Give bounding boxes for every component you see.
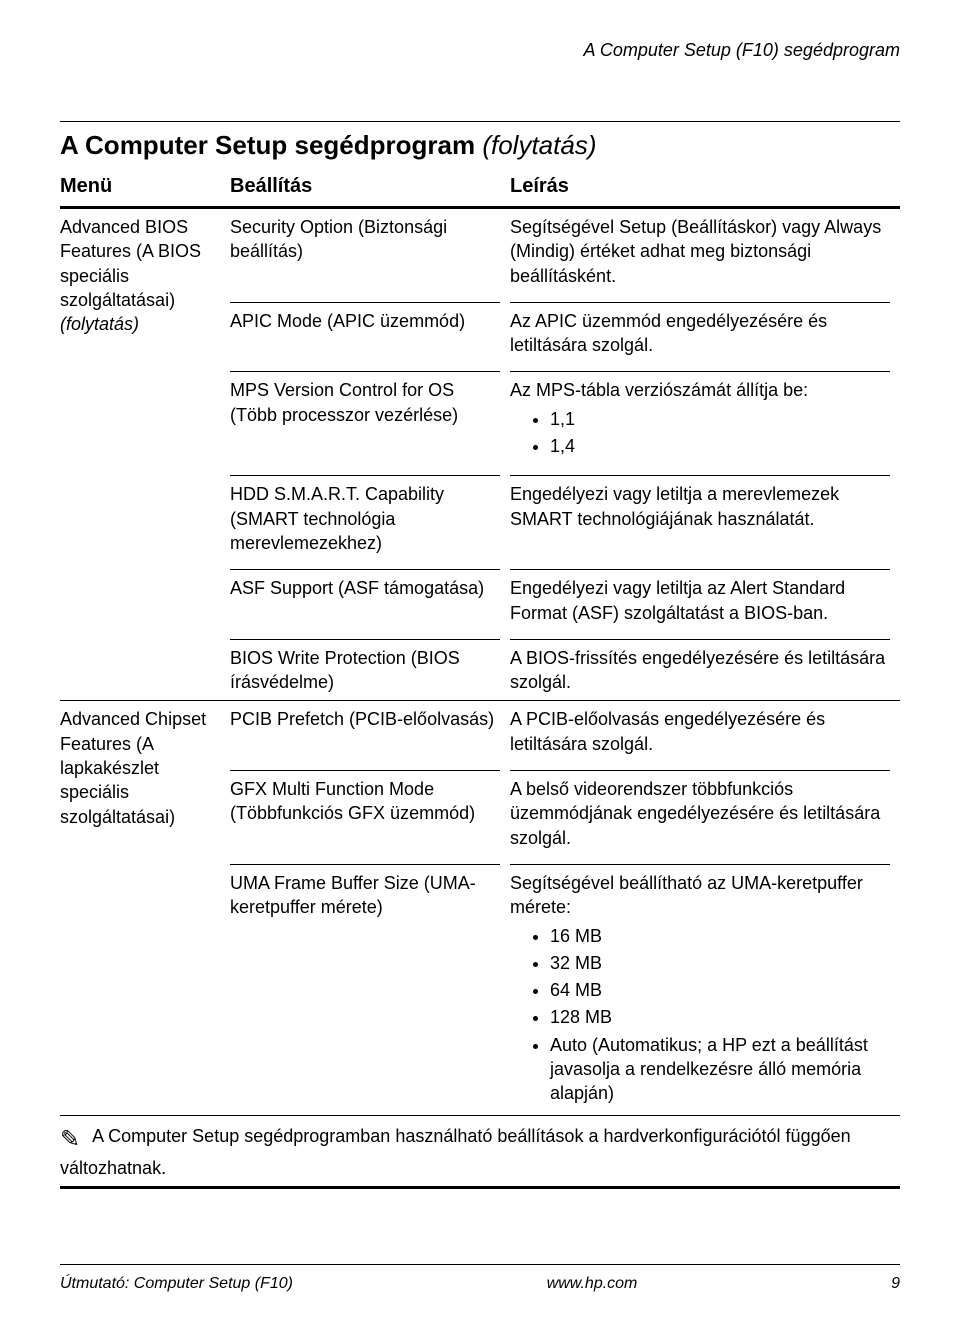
setting-text: BIOS Write Protection (BIOS írásvédelme) <box>230 648 460 692</box>
desc-text: Engedélyezi vagy letiltja a merevlemezek… <box>510 484 839 528</box>
setting-cell: MPS Version Control for OS (Több process… <box>230 363 510 467</box>
desc-cell: Az MPS-tábla verziószámát állítja be: 1,… <box>510 363 900 467</box>
setting-cell: GFX Multi Function Mode (Többfunkciós GF… <box>230 762 510 856</box>
bullet-item: Auto (Automatikus; a HP ezt a beállítást… <box>550 1033 890 1106</box>
setting-text: UMA Frame Buffer Size (UMA-keretpuffer m… <box>230 873 476 917</box>
setting-cell: Security Option (Biztonsági beállítás) <box>230 209 510 294</box>
header-menu: Menü <box>60 167 230 206</box>
footer-left: Útmutató: Computer Setup (F10) <box>60 1275 293 1293</box>
bullet-item: 32 MB <box>550 951 890 975</box>
setting-text: ASF Support (ASF támogatása) <box>230 578 484 598</box>
menu-label-cont: (folytatás) <box>60 314 139 334</box>
section-title-main: A Computer Setup segédprogram <box>60 130 475 160</box>
menu-cell-advanced-chipset: Advanced Chipset Features (A lapkakészle… <box>60 701 230 1114</box>
bullet-item: 128 MB <box>550 1005 890 1029</box>
bullet-item: 64 MB <box>550 978 890 1002</box>
setting-cell: UMA Frame Buffer Size (UMA-keretpuffer m… <box>230 856 510 1115</box>
desc-bullets: 1,1 1,4 <box>510 407 890 459</box>
bullet-item: 16 MB <box>550 924 890 948</box>
menu-label: Advanced BIOS Features (A BIOS speciális… <box>60 217 201 310</box>
desc-text: Engedélyezi vagy letiltja az Alert Stand… <box>510 578 845 622</box>
setting-text: APIC Mode (APIC üzemmód) <box>230 311 465 331</box>
setting-cell: HDD S.M.A.R.T. Capability (SMART technol… <box>230 467 510 561</box>
section-title: A Computer Setup segédprogram (folytatás… <box>60 130 900 161</box>
header-setting: Beállítás <box>230 167 510 206</box>
settings-table: Menü Beállítás Leírás Advanced BIOS Feat… <box>60 167 900 1189</box>
menu-cell-advanced-bios: Advanced BIOS Features (A BIOS speciális… <box>60 209 230 700</box>
bullet-item: 1,4 <box>550 434 890 458</box>
desc-cell: A BIOS-frissítés engedélyezésére és leti… <box>510 631 900 701</box>
desc-bullets: 16 MB 32 MB 64 MB 128 MB Auto (Automatik… <box>510 924 890 1106</box>
rule-below-note <box>60 1186 900 1189</box>
setting-cell: PCIB Prefetch (PCIB-előolvasás) <box>230 701 510 762</box>
desc-cell: Az APIC üzemmód engedélyezésére és letil… <box>510 294 900 364</box>
desc-cell: Segítségével beállítható az UMA-keretpuf… <box>510 856 900 1115</box>
setting-text: MPS Version Control for OS (Több process… <box>230 380 458 424</box>
table-row: Advanced Chipset Features (A lapkakészle… <box>60 701 900 762</box>
desc-cell: Segítségével Setup (Beállításkor) vagy A… <box>510 209 900 294</box>
footer-page-number: 9 <box>891 1275 900 1293</box>
footer-center: www.hp.com <box>547 1275 638 1293</box>
setting-cell: BIOS Write Protection (BIOS írásvédelme) <box>230 631 510 701</box>
setting-text: GFX Multi Function Mode (Többfunkciós GF… <box>230 779 475 823</box>
setting-text: HDD S.M.A.R.T. Capability (SMART technol… <box>230 484 444 553</box>
note-icon: ✎ <box>60 1124 80 1156</box>
desc-cell: A belső videorendszer többfunkciós üzemm… <box>510 762 900 856</box>
page-footer: Útmutató: Computer Setup (F10) www.hp.co… <box>60 1264 900 1293</box>
setting-cell: APIC Mode (APIC üzemmód) <box>230 294 510 364</box>
desc-cell: A PCIB-előolvasás engedélyezésére és let… <box>510 701 900 762</box>
table-row: Advanced BIOS Features (A BIOS speciális… <box>60 209 900 294</box>
desc-cell: Engedélyezi vagy letiltja az Alert Stand… <box>510 561 900 631</box>
note-row: ✎ A Computer Setup segédprogramban haszn… <box>60 1116 900 1187</box>
desc-text: A BIOS-frissítés engedélyezésére és leti… <box>510 648 885 692</box>
section-title-cont: (folytatás) <box>482 130 596 160</box>
bullet-item: 1,1 <box>550 407 890 431</box>
desc-cell: Engedélyezi vagy letiltja a merevlemezek… <box>510 467 900 561</box>
menu-label: Advanced Chipset Features (A lapkakészle… <box>60 709 206 826</box>
rule-above-title <box>60 121 900 122</box>
setting-cell: ASF Support (ASF támogatása) <box>230 561 510 631</box>
desc-text: Az MPS-tábla verziószámát állítja be: <box>510 380 808 400</box>
note-text: A Computer Setup segédprogramban használ… <box>60 1126 851 1178</box>
desc-text: Az APIC üzemmód engedélyezésére és letil… <box>510 311 827 355</box>
header-desc: Leírás <box>510 167 900 206</box>
table-header-row: Menü Beállítás Leírás <box>60 167 900 206</box>
desc-text: A belső videorendszer többfunkciós üzemm… <box>510 779 880 848</box>
desc-text: Segítségével beállítható az UMA-keretpuf… <box>510 873 863 917</box>
running-header: A Computer Setup (F10) segédprogram <box>60 40 900 61</box>
